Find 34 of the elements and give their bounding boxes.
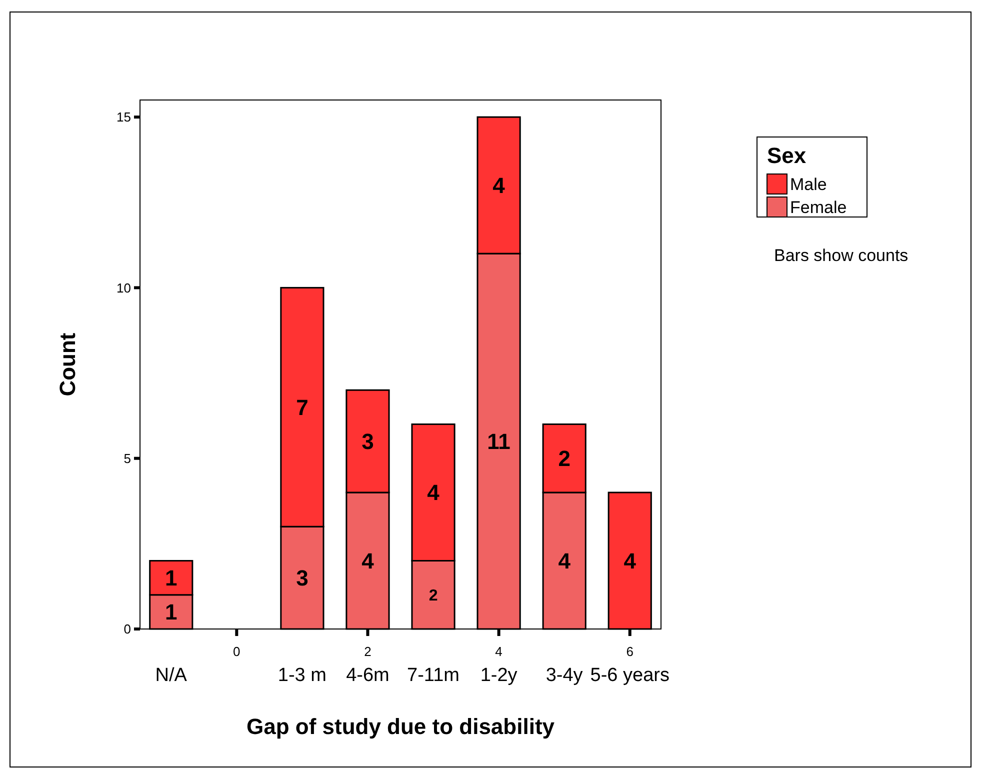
data-label: 3	[296, 566, 308, 591]
x-tick-label: 1-3 m	[278, 665, 326, 686]
x-tick-label: N/A	[155, 665, 188, 686]
x-axis-title: Gap of study due to disability	[246, 714, 556, 739]
x-tick-label: 3-4y	[546, 665, 584, 686]
text: 6	[626, 644, 634, 659]
text: Bars show counts	[774, 246, 908, 265]
data-label: 4	[427, 480, 440, 506]
legend-label: Male	[790, 175, 827, 194]
legend-title: Sex	[767, 143, 807, 168]
y-tick-label: 15	[116, 110, 131, 125]
text: 4	[495, 644, 502, 659]
data-label: 11	[487, 428, 510, 454]
data-label: 4	[362, 548, 375, 574]
text: 0	[233, 644, 240, 659]
data-label: 1	[165, 566, 178, 591]
y-tick-label: 0	[124, 622, 131, 637]
text: 2	[364, 644, 372, 659]
data-label: 4	[624, 548, 637, 574]
data-label: 4	[492, 173, 506, 198]
x-tick-label: 1-2y	[480, 665, 518, 686]
x-tick-label: 5-6 years	[590, 665, 670, 686]
legend-label: Female	[790, 198, 847, 217]
x-tick-label: 4-6m	[346, 665, 390, 686]
y-tick-label: 5	[124, 450, 131, 466]
data-label: 1	[165, 600, 178, 625]
data-label: 4	[558, 548, 572, 574]
data-label: 2	[428, 587, 438, 604]
y-axis-title: Count	[55, 332, 80, 396]
x-tick-label: 7-11m	[407, 665, 460, 686]
data-label: 2	[558, 446, 570, 472]
y-tick-label: 10	[116, 280, 131, 296]
data-label: 3	[362, 428, 374, 454]
data-label: 7	[296, 394, 308, 420]
